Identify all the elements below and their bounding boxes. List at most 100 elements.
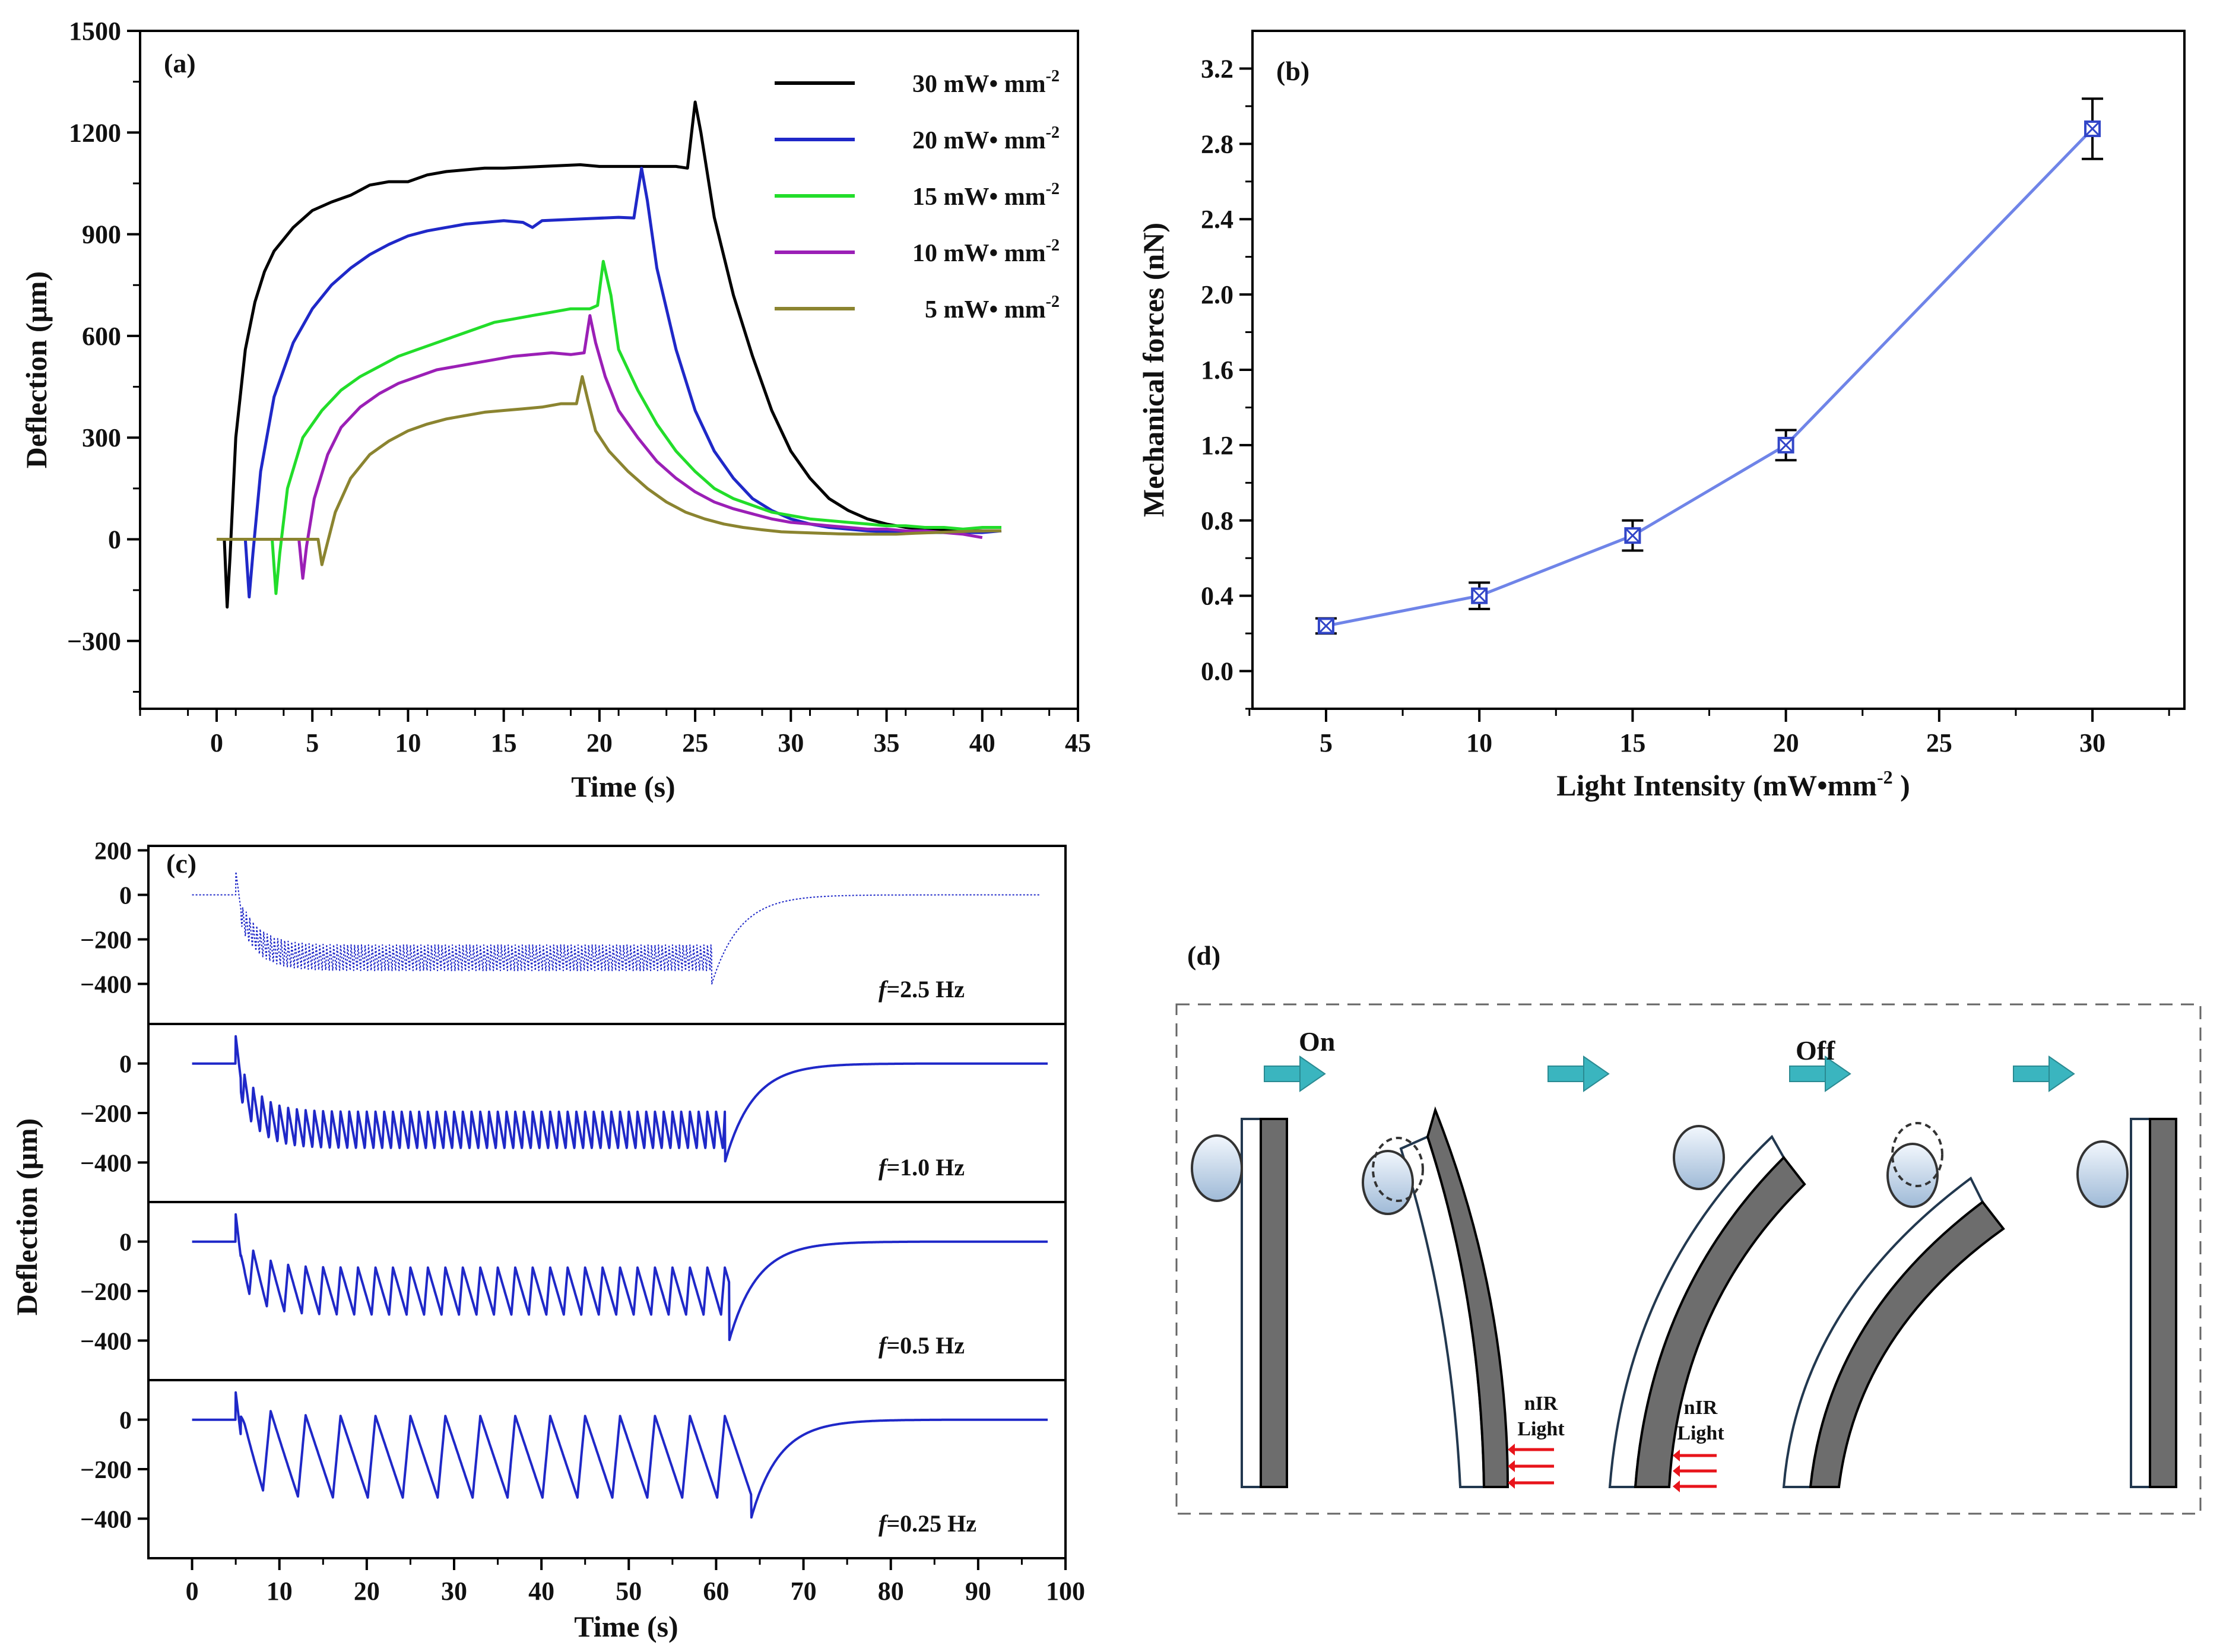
panel-c-xtick-label-40: 40 — [528, 1577, 554, 1606]
legend-label-2: 15 mW• mm-2 — [912, 180, 1060, 211]
panel-c-freq-label-f-0: f — [879, 976, 889, 1003]
stage-4 — [1782, 1122, 2005, 1488]
panel-c-trace-2 — [191, 1213, 1049, 1342]
panel-b-ytick-label-6: 2.4 — [1201, 205, 1233, 234]
legend-label-main-1: 20 mW• mm — [912, 127, 1046, 154]
panel-b-xlabel-sup: -2 — [1877, 766, 1893, 788]
arrow-4-shaft — [2013, 1066, 2050, 1082]
stage-1-dark-layer — [1260, 1118, 1288, 1488]
panel-c-freq-label-f-1: f — [879, 1154, 889, 1181]
arrow-3 — [1789, 1055, 1851, 1092]
panel-c-ytick-label-1-2: −400 — [80, 1150, 132, 1177]
panel-a-ytick-label-0: −300 — [67, 627, 121, 656]
panel-c-freq-label-f-3: f — [879, 1510, 889, 1537]
panel-a-series — [217, 100, 1002, 609]
stage-2: nIR Light — [1362, 1106, 1565, 1489]
panel-a-legend: 30 mW• mm-220 mW• mm-215 mW• mm-210 mW• … — [775, 67, 1060, 324]
panel-a-series-line-2 — [217, 259, 1001, 595]
panel-a-xtick-label-10: 10 — [395, 728, 421, 757]
panel-b: 5 10 15 20 25 30 0.00.40.81.21.62.02.42.83.2 … — [1137, 30, 2186, 802]
stage-2-dark-layer — [1426, 1106, 1510, 1488]
panel-c-xlabel: Time (s) — [574, 1610, 678, 1643]
panel-b-ytick-label-0: 0.0 — [1201, 657, 1233, 686]
panel-c-freq-label-value-1: =1.0 Hz — [886, 1154, 965, 1181]
panel-b-y-ticks: 0.0 0.4 0.8 1.2 1.6 2.0 2.4 2.8 3.2 — [1201, 54, 1252, 710]
stage-2-light-line2: Light — [1517, 1418, 1565, 1440]
panel-c-xtick-label-30: 30 — [441, 1577, 467, 1606]
panel-a-ytick-label-1: 0 — [108, 525, 121, 554]
arrow-1-shaft — [1264, 1066, 1301, 1082]
panel-c-freq-label-value-2: =0.5 Hz — [886, 1332, 965, 1359]
panel-c-xtick-label-50: 50 — [616, 1577, 642, 1606]
stage-1-white-layer — [1241, 1118, 1262, 1488]
stage-3-ray-2-head — [1673, 1465, 1680, 1477]
panel-b-xlabel-main: Light Intensity (mW•mm — [1556, 769, 1877, 802]
panel-a-ytick-label-2: 300 — [82, 423, 121, 452]
panel-b-ytick-label-1: 0.4 — [1201, 582, 1233, 611]
panel-a-series-line-4 — [217, 375, 1001, 566]
stage-2-ray-2-head — [1508, 1460, 1515, 1472]
panel-b-label: (b) — [1276, 56, 1309, 86]
panel-b-ytick-label-8: 3.2 — [1201, 54, 1233, 83]
panel-c-xtick-label-10: 10 — [267, 1577, 293, 1606]
stage-2-laser — [1508, 1444, 1554, 1489]
legend-label-sup-2: -2 — [1046, 180, 1060, 198]
panel-c-xtick-label-100: 100 — [1046, 1577, 1085, 1606]
panel-a-xtick-label-45: 45 — [1065, 728, 1091, 757]
panel-c-ylabel: Deflection (μm) — [10, 1118, 43, 1315]
stage-3-light-line1: nIR — [1684, 1397, 1718, 1419]
arrow-2-shaft — [1547, 1066, 1584, 1082]
stage-1-ball — [1191, 1134, 1243, 1202]
panel-b-xtick-label-10: 10 — [1466, 728, 1492, 757]
panel-b-xlabel: Light Intensity (mW•mm-2 ) — [1556, 766, 1910, 802]
arrow-4-head — [2048, 1055, 2075, 1092]
stage-2-ball-ghost — [1372, 1137, 1424, 1202]
panel-c-freq-label-1: f=1.0 Hz — [879, 1154, 965, 1181]
legend-label-sup-3: -2 — [1046, 236, 1060, 255]
panel-c-freq-label-2: f=0.5 Hz — [879, 1332, 965, 1359]
panel-c-ytick-label-3-0: 0 — [119, 1407, 132, 1435]
panel-c-trace-1 — [191, 1035, 1049, 1163]
legend-label-sup-0: -2 — [1046, 67, 1060, 85]
legend-label-main-4: 5 mW• mm — [925, 296, 1046, 324]
panel-b-xlabel-end: ) — [1893, 769, 1910, 802]
panel-a-xtick-label-35: 35 — [874, 728, 900, 757]
arrow-3-head — [1825, 1055, 1851, 1092]
panel-b-xtick-label-30: 30 — [2079, 728, 2105, 757]
panel-a-x-ticks: 0 5 10 15 20 25 30 35 40 45 — [139, 709, 1091, 757]
panel-b-ytick-label-7: 2.8 — [1201, 129, 1233, 158]
stage-2-ray-1-head — [1508, 1444, 1515, 1456]
panel-a: 0 5 10 15 20 25 30 35 40 45 −300 0 300 600 900 1200 150… — [20, 17, 1091, 803]
panel-a-series-line-3 — [217, 314, 983, 580]
panel-c-xtick-label-80: 80 — [878, 1577, 904, 1606]
panel-a-xtick-label-20: 20 — [586, 728, 613, 757]
stage-3-light-line2: Light — [1677, 1422, 1724, 1444]
panel-c-ytick-label-2-0: 0 — [119, 1229, 132, 1257]
panel-c-trace-3 — [191, 1391, 1049, 1519]
panel-c-ytick-label-3-2: −400 — [80, 1506, 132, 1533]
panel-c-xtick-label-0: 0 — [186, 1577, 199, 1606]
panel-a-xtick-label-40: 40 — [969, 728, 995, 757]
panel-a-series-line-0 — [217, 100, 1001, 609]
panel-a-ytick-label-5: 1200 — [69, 118, 121, 147]
legend-label-0: 30 mW• mm-2 — [912, 67, 1060, 98]
panel-a-xtick-label-15: 15 — [491, 728, 517, 757]
panel-a-xtick-label-25: 25 — [682, 728, 708, 757]
stage-3-ball — [1673, 1125, 1725, 1190]
stage-3-laser — [1673, 1450, 1717, 1492]
panel-c-ytick-label-0-3: −400 — [80, 972, 132, 999]
panel-c-freq-label-value-0: =2.5 Hz — [886, 976, 965, 1003]
panel-b-ytick-label-2: 0.8 — [1201, 506, 1233, 535]
panel-c-xtick-label-60: 60 — [703, 1577, 729, 1606]
stage-4-ball-ghost — [1891, 1122, 1943, 1187]
panel-a-ytick-label-4: 900 — [82, 220, 121, 249]
stage-2-ray-3-head — [1508, 1477, 1515, 1489]
panel-c-xtick-label-20: 20 — [354, 1577, 380, 1606]
panel-a-xlabel: Time (s) — [571, 770, 675, 803]
panel-c-ytick-label-2-1: −200 — [80, 1279, 132, 1306]
stage-5-dark-layer — [2149, 1118, 2177, 1488]
panel-a-y-ticks: −300 0 300 600 900 1200 1500 — [67, 17, 140, 693]
stage-4-dark-layer — [1809, 1200, 2005, 1488]
panel-a-ytick-label-3: 600 — [82, 322, 121, 351]
